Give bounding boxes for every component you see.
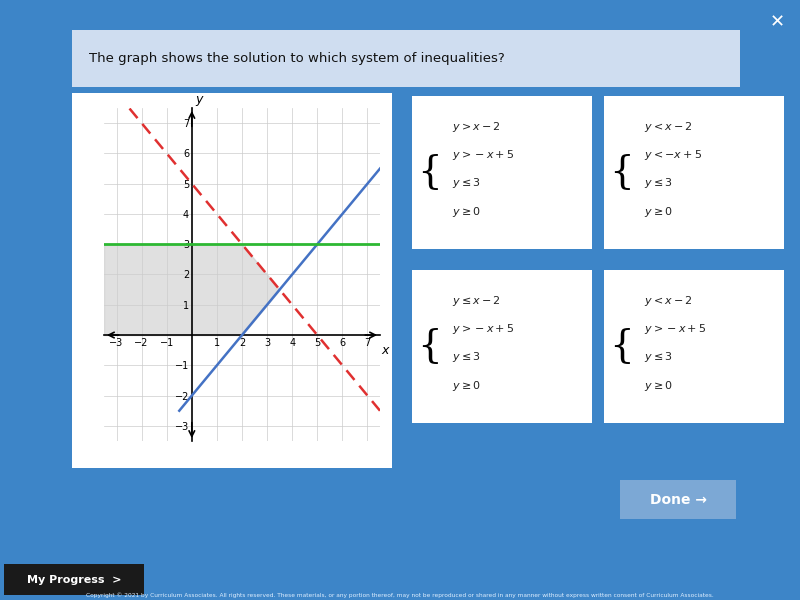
Text: $y > -x + 5$: $y > -x + 5$: [451, 322, 514, 336]
FancyBboxPatch shape: [52, 28, 760, 89]
Text: $y \geq 0$: $y \geq 0$: [451, 205, 481, 218]
Text: Copyright © 2021 by Curriculum Associates. All rights reserved. These materials,: Copyright © 2021 by Curriculum Associate…: [86, 592, 714, 598]
Text: $y > -x + 5$: $y > -x + 5$: [643, 322, 706, 336]
FancyBboxPatch shape: [406, 91, 598, 254]
FancyBboxPatch shape: [406, 265, 598, 428]
FancyBboxPatch shape: [608, 476, 747, 523]
Text: $y > -x + 5$: $y > -x + 5$: [451, 148, 514, 162]
Text: $y \leq x - 2$: $y \leq x - 2$: [451, 293, 500, 308]
Text: $y < -x + 5$: $y < -x + 5$: [643, 148, 702, 162]
Text: $y \geq 0$: $y \geq 0$: [451, 379, 481, 392]
Text: y: y: [195, 94, 203, 106]
Text: {: {: [418, 328, 442, 365]
Text: {: {: [610, 154, 634, 191]
FancyBboxPatch shape: [66, 85, 398, 475]
Text: $y \leq 3$: $y \leq 3$: [643, 176, 672, 190]
Text: $y \leq 3$: $y \leq 3$: [451, 350, 480, 364]
Text: {: {: [610, 328, 634, 365]
Text: $y \geq 0$: $y \geq 0$: [643, 205, 673, 218]
Text: $y \geq 0$: $y \geq 0$: [643, 379, 673, 392]
FancyBboxPatch shape: [598, 91, 790, 254]
Text: $y \leq 3$: $y \leq 3$: [451, 176, 480, 190]
Text: My Progress  >: My Progress >: [26, 575, 122, 584]
Text: $y < x - 2$: $y < x - 2$: [643, 119, 692, 134]
FancyBboxPatch shape: [598, 265, 790, 428]
Text: {: {: [418, 154, 442, 191]
Text: $y > x - 2$: $y > x - 2$: [451, 119, 500, 134]
Text: The graph shows the solution to which system of inequalities?: The graph shows the solution to which sy…: [89, 52, 505, 65]
Text: x: x: [382, 344, 389, 357]
Text: ✕: ✕: [770, 13, 785, 31]
Text: $y \leq 3$: $y \leq 3$: [643, 350, 672, 364]
FancyBboxPatch shape: [0, 562, 155, 598]
Text: Done →: Done →: [650, 493, 706, 506]
Text: $y < x - 2$: $y < x - 2$: [643, 293, 692, 308]
